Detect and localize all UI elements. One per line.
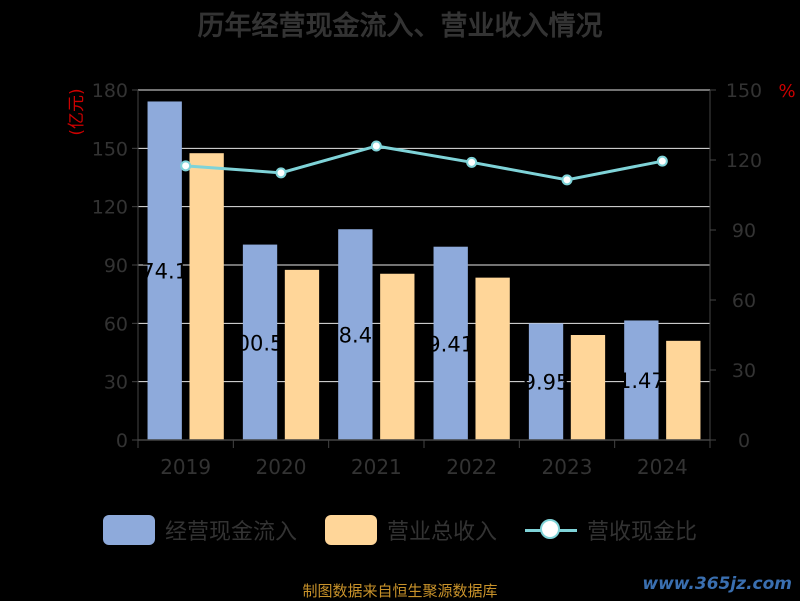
y-right-tick-label: 150 xyxy=(726,80,762,102)
bar-value-labels: 74.1 00.5 8.4 9.41 9.95 1.47 xyxy=(141,260,664,395)
ratio-point xyxy=(370,140,382,152)
y-right-tick-label: 30 xyxy=(732,360,756,382)
bar-revenue xyxy=(284,269,320,440)
bar-data-label: 9.41 xyxy=(427,332,474,356)
source-note: 制图数据来自恒生聚源数据库 xyxy=(302,582,498,600)
x-tick-label: 2021 xyxy=(351,455,402,479)
bar-data-label: 74.1 xyxy=(141,260,188,284)
bar-revenue xyxy=(666,340,701,440)
axes: 0 30 60 90 120 150 180 0 30 60 90 120 150 2019 2020 202… xyxy=(92,80,762,479)
y-right-tick-label: 90 xyxy=(732,220,756,242)
legend-swatch-cash-inflow xyxy=(102,515,155,545)
y-left-tick-label: 0 xyxy=(116,430,128,452)
y-left-tick-label: 180 xyxy=(92,80,128,102)
y-right-axis-label: % xyxy=(778,81,795,102)
x-tick-label: 2024 xyxy=(637,455,688,479)
y-left-tick-label: 150 xyxy=(92,138,128,160)
y-left-axis-label: (亿元) xyxy=(67,88,87,135)
bar-revenue xyxy=(475,277,510,440)
legend-item-ratio[interactable]: 营收现金比 xyxy=(525,514,697,546)
bar-cash-inflow xyxy=(433,246,468,440)
bar-revenue xyxy=(380,273,415,440)
bar-revenue xyxy=(570,335,606,440)
bar-cash-inflow xyxy=(147,101,182,440)
bar-data-label: 1.47 xyxy=(618,369,665,393)
ratio-point xyxy=(180,160,192,172)
y-right-tick-label: 60 xyxy=(732,290,756,312)
series-cash-inflow-bars xyxy=(147,101,659,440)
legend-label-ratio: 营收现金比 xyxy=(587,520,698,545)
legend-swatch-revenue xyxy=(324,515,377,545)
bar-revenue xyxy=(189,153,224,440)
ratio-point xyxy=(656,155,668,167)
y-right-tick-label: 120 xyxy=(726,150,762,172)
x-tick-label: 2023 xyxy=(542,455,593,479)
bar-data-label: 9.95 xyxy=(523,371,570,395)
y-left-tick-label: 120 xyxy=(92,197,128,219)
bar-cash-inflow xyxy=(624,320,659,440)
legend-swatch-ratio-icon xyxy=(525,515,577,545)
y-left-tick-label: 60 xyxy=(104,313,128,335)
legend-item-revenue[interactable]: 营业总收入 xyxy=(324,514,497,546)
y-left-tick-label: 30 xyxy=(104,372,128,394)
chart-title: 历年经营现金流入、营业收入情况 xyxy=(197,11,603,42)
legend-item-cash-inflow[interactable]: 经营现金流入 xyxy=(102,514,297,546)
x-tick-label: 2019 xyxy=(160,455,211,479)
legend-label-cash-inflow: 经营现金流入 xyxy=(164,520,297,545)
bar-cash-inflow xyxy=(528,323,564,440)
ratio-point xyxy=(466,156,478,168)
legend-label-revenue: 营业总收入 xyxy=(386,520,497,545)
bar-cash-inflow xyxy=(242,244,278,440)
y-right-tick-label: 0 xyxy=(738,430,750,452)
legend: 经营现金流入 营业总收入 营收现金比 xyxy=(0,514,800,546)
bar-data-label: 00.5 xyxy=(237,331,284,355)
bar-cash-inflow xyxy=(338,229,373,440)
y-left-tick-label: 90 xyxy=(104,255,128,277)
ratio-point xyxy=(275,167,287,179)
series-revenue-bars xyxy=(189,153,701,440)
x-tick-label: 2022 xyxy=(446,455,497,479)
bar-data-label: 8.4 xyxy=(339,324,372,348)
watermark-text: www.365jz.com xyxy=(642,574,792,594)
ratio-line-path xyxy=(185,144,663,182)
series-ratio-line xyxy=(180,140,668,186)
x-tick-label: 2020 xyxy=(256,455,307,479)
ratio-point xyxy=(561,174,573,186)
